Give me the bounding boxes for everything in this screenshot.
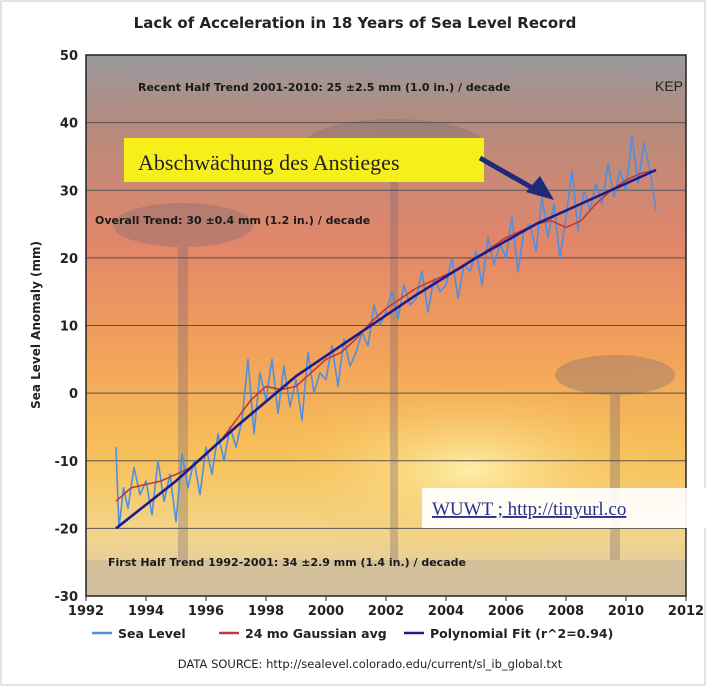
series-line-polynomial-fit	[115, 168, 657, 530]
x-tick-label: 2012	[668, 604, 704, 619]
annotation-overall-trend: Overall Trend: 30 ±0.4 mm (1.2 in.) / de…	[95, 214, 370, 227]
x-tick-label: 2006	[488, 604, 524, 619]
annotation-first-half-trend: First Half Trend 1992-2001: 34 ±2.9 mm (…	[108, 556, 466, 569]
x-tick-label: 2008	[548, 604, 584, 619]
y-tick-label: 0	[69, 387, 78, 402]
y-tick-label: 30	[60, 184, 78, 199]
x-tick-label: 1996	[188, 604, 224, 619]
x-tick-label: 1994	[128, 604, 164, 619]
x-tick-label: 1992	[68, 604, 104, 619]
x-tick-labels: 1992 1994 1996 1998 2000 2002 2004 2006 2008 2010…	[68, 596, 704, 619]
plot-border	[85, 54, 687, 597]
chart-title: Lack of Acceleration in 18 Years of Sea …	[134, 14, 577, 32]
y-axis-label: Sea Level Anomaly (mm)	[29, 241, 43, 409]
x-tick-label: 2002	[368, 604, 404, 619]
x-tick-label: 2000	[308, 604, 344, 619]
legend-label-gaussian: 24 mo Gaussian avg	[245, 626, 387, 641]
legend-label-sea-level: Sea Level	[118, 626, 186, 641]
annotation-german-text: Abschwächung des Anstieges	[138, 150, 400, 175]
kep-label: KEP	[655, 78, 683, 94]
legend-label-polynomial: Polynomial Fit (r^2=0.94)	[430, 626, 613, 641]
legend: Sea Level 24 mo Gaussian avg Polynomial …	[92, 626, 613, 641]
y-tick-label: 20	[60, 252, 78, 267]
y-tick-label: -20	[55, 522, 79, 537]
y-tick-labels: 50 40 30 20 10 0 -10 -20 -30	[55, 49, 79, 605]
annotation-box-german: Abschwächung des Anstieges	[124, 138, 484, 182]
y-tick-label: 10	[60, 320, 78, 335]
annotation-recent-trend: Recent Half Trend 2001-2010: 25 ±2.5 mm …	[138, 81, 510, 94]
data-source: DATA SOURCE: http://sealevel.colorado.ed…	[178, 657, 563, 671]
wuwt-box: WUWT ; http://tinyurl.co	[422, 488, 706, 528]
y-tick-label: 50	[60, 49, 78, 64]
x-tick-label: 1998	[248, 604, 284, 619]
x-tick-label: 2004	[428, 604, 464, 619]
y-tick-label: 40	[60, 117, 78, 132]
y-tick-label: -30	[55, 590, 79, 605]
series-layer	[115, 135, 657, 530]
wuwt-url: WUWT ; http://tinyurl.co	[432, 499, 626, 520]
y-tick-label: -10	[55, 455, 79, 470]
x-tick-label: 2010	[608, 604, 644, 619]
annotation-arrow	[478, 155, 554, 200]
